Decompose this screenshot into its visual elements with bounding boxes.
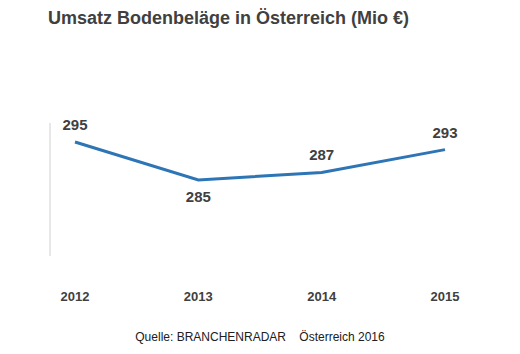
- svg-text:2014: 2014: [307, 289, 337, 304]
- svg-text:2013: 2013: [184, 289, 213, 304]
- svg-text:2012: 2012: [61, 289, 90, 304]
- svg-text:295: 295: [62, 116, 87, 133]
- svg-text:2015: 2015: [431, 289, 460, 304]
- svg-text:293: 293: [432, 124, 457, 141]
- svg-text:287: 287: [309, 146, 334, 163]
- html-text:Quelle: BRANCHENRADAR Österrei: Quelle: BRANCHENRADAR Österreich 2016: [135, 330, 385, 344]
- html-text:Umsatz Bodenbeläge in Österrei: Umsatz Bodenbeläge in Österreich (Mio €): [48, 8, 410, 28]
- svg-text:285: 285: [186, 188, 211, 205]
